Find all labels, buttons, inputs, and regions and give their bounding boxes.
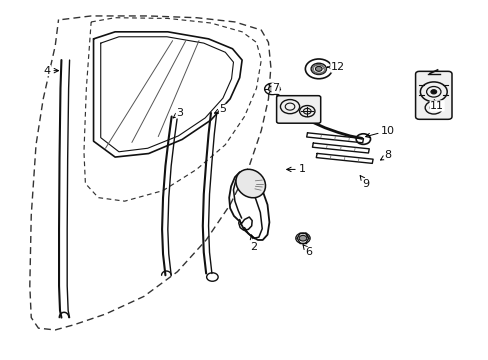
Ellipse shape (235, 169, 265, 198)
Circle shape (299, 235, 306, 241)
FancyBboxPatch shape (415, 71, 451, 119)
Text: 9: 9 (359, 176, 369, 189)
Text: 4: 4 (43, 66, 59, 76)
Text: 8: 8 (380, 150, 391, 160)
Text: 10: 10 (365, 126, 394, 138)
Text: 5: 5 (214, 104, 226, 114)
Text: 6: 6 (303, 245, 312, 257)
Circle shape (315, 66, 322, 71)
Text: 12: 12 (327, 62, 345, 72)
Text: 11: 11 (429, 100, 443, 111)
Circle shape (268, 86, 276, 92)
Text: 7: 7 (271, 83, 279, 93)
Text: 1: 1 (286, 165, 305, 174)
Text: 2: 2 (250, 235, 257, 252)
Circle shape (430, 90, 436, 94)
Text: 3: 3 (173, 108, 183, 118)
FancyBboxPatch shape (276, 96, 320, 123)
